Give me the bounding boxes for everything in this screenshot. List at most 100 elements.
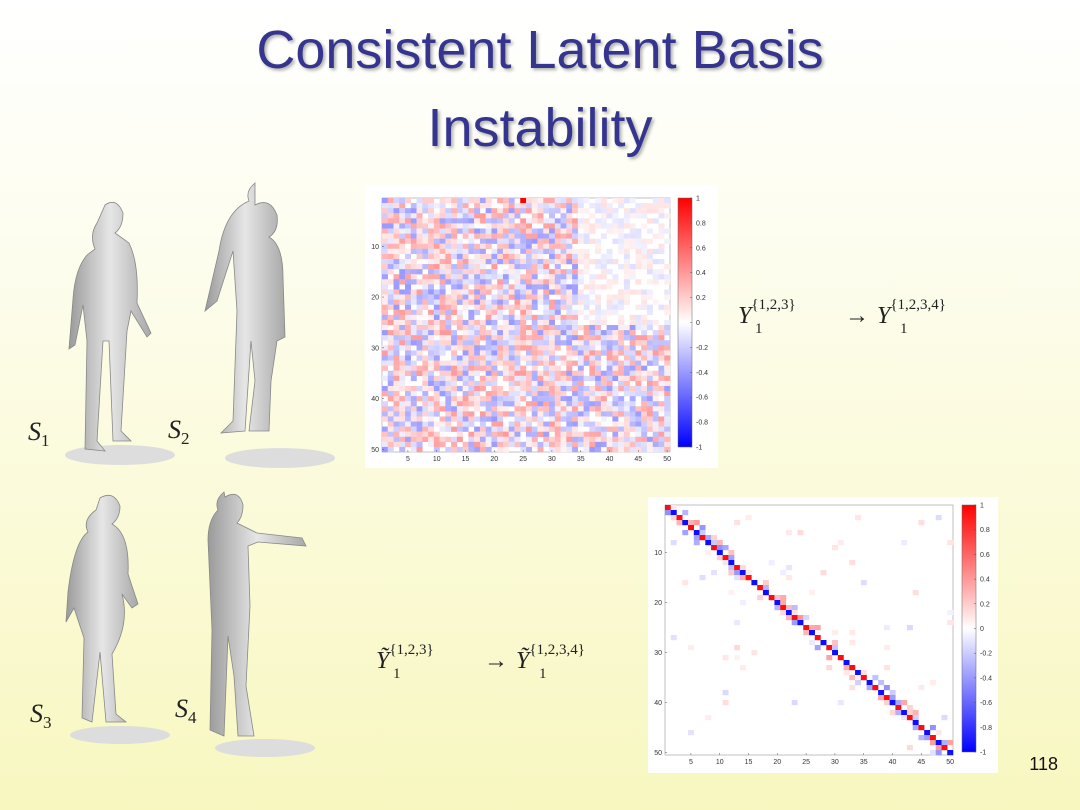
heatmap-cell <box>382 284 388 290</box>
heatmap-cell <box>387 385 394 392</box>
heatmap-cell <box>416 431 423 437</box>
heatmap-cell <box>399 258 406 265</box>
heatmap-cell <box>445 228 452 234</box>
heatmap: 5 10 15 20 25 30 35 40 45 50102030405010.80.60.40… <box>365 185 718 468</box>
heatmap-cell <box>583 436 590 443</box>
heatmap-cell <box>491 253 498 260</box>
heatmap-cell <box>606 223 613 229</box>
heatmap-cell <box>618 431 625 437</box>
heatmap-cell <box>399 375 406 382</box>
heatmap-cell <box>508 274 515 280</box>
heatmap-cell <box>387 345 394 351</box>
heatmap-cell <box>422 223 429 229</box>
heatmap-cell <box>479 253 486 260</box>
heatmap-cell <box>629 243 636 249</box>
heatmap-cell <box>382 431 388 437</box>
heatmap-cell <box>399 325 406 331</box>
heatmap-cell <box>646 436 653 443</box>
heatmap-cell <box>451 446 458 453</box>
heatmap-cell <box>502 335 509 341</box>
heatmap-cell <box>405 436 411 443</box>
heatmap-cell <box>456 238 463 244</box>
heatmap-cell <box>612 401 619 407</box>
heatmap-cell <box>600 319 607 326</box>
heatmap-cell <box>554 243 561 249</box>
heatmap-cell <box>491 385 498 392</box>
heatmap-cell <box>612 375 619 382</box>
heatmap-cell <box>549 274 555 280</box>
heatmap-cell <box>554 289 561 295</box>
heatmap-cell <box>387 223 394 229</box>
heatmap-cell <box>445 213 452 219</box>
heatmap-cell <box>560 436 567 443</box>
heatmap-cell <box>502 299 509 305</box>
heatmap-cell <box>612 365 619 371</box>
heatmap-cell <box>762 580 769 586</box>
heatmap-cell <box>924 730 931 736</box>
heatmap-cell <box>520 274 527 280</box>
heatmap-cell <box>405 365 411 371</box>
heatmap-cell <box>462 325 469 331</box>
heatmap-cell <box>560 233 567 239</box>
heatmap-cell <box>618 223 625 229</box>
heatmap-cell <box>508 319 515 326</box>
heatmap-cell <box>433 304 440 310</box>
heatmap-cell <box>491 335 498 341</box>
heatmap-cell <box>502 208 509 214</box>
heatmap-cell <box>428 401 435 407</box>
heatmap-cell <box>549 279 555 285</box>
heatmap-cell <box>502 314 509 321</box>
heatmap-cell <box>583 198 590 204</box>
heatmap-cell <box>468 436 475 443</box>
heatmap-cell <box>526 426 532 432</box>
heatmap-cell <box>462 446 469 453</box>
heatmap-cell <box>410 441 417 448</box>
colorbar-tick-label: 0 <box>980 626 984 633</box>
heatmap-cell <box>641 436 648 443</box>
heatmap-cell <box>462 416 469 422</box>
heatmap-cell <box>595 325 602 331</box>
heatmap-cell <box>468 345 475 351</box>
heatmap-cell <box>393 314 400 321</box>
heatmap-cell <box>462 304 469 310</box>
heatmap-cell <box>433 391 440 397</box>
heatmap-cell <box>600 406 607 412</box>
heatmap-cell <box>531 325 538 331</box>
heatmap-cell <box>508 264 515 270</box>
heatmap-cell <box>387 431 394 437</box>
heatmap-cell <box>554 208 561 214</box>
heatmap-cell <box>462 294 469 300</box>
heatmap-cell <box>780 605 787 611</box>
heatmap-cell <box>468 385 475 392</box>
heatmap-cell <box>410 248 417 255</box>
heatmap-cell <box>445 264 452 270</box>
heatmap-cell <box>618 325 625 331</box>
heatmap-cell <box>520 208 527 214</box>
heatmap-cell <box>595 380 602 387</box>
heatmap-cell <box>462 426 469 432</box>
heatmap-cell <box>658 213 665 219</box>
heatmap-cell <box>658 431 665 437</box>
heatmap-cell <box>428 380 435 387</box>
heatmap-cell <box>595 294 602 300</box>
x-tick-label: 45 <box>917 759 925 766</box>
heatmap-cell <box>416 218 423 224</box>
heatmap-cell <box>382 330 388 336</box>
heatmap-cell <box>623 416 630 422</box>
heatmap-cell <box>456 411 463 417</box>
heatmap-cell <box>479 325 486 331</box>
heatmap-cell <box>451 213 458 219</box>
heatmap-cell <box>497 391 504 397</box>
heatmap-cell <box>520 289 527 295</box>
heatmap-cell <box>410 426 417 432</box>
heatmap-cell <box>468 198 475 204</box>
heatmap-cell <box>502 218 509 224</box>
heatmap-cell <box>416 309 423 316</box>
heatmap-cell <box>572 350 579 356</box>
heatmap-cell <box>502 284 509 290</box>
heatmap-cell <box>566 325 573 331</box>
heatmap-cell <box>646 426 653 432</box>
heatmap-cell <box>531 228 538 234</box>
heatmap-cell <box>652 441 659 448</box>
heatmap-cell <box>502 248 509 255</box>
